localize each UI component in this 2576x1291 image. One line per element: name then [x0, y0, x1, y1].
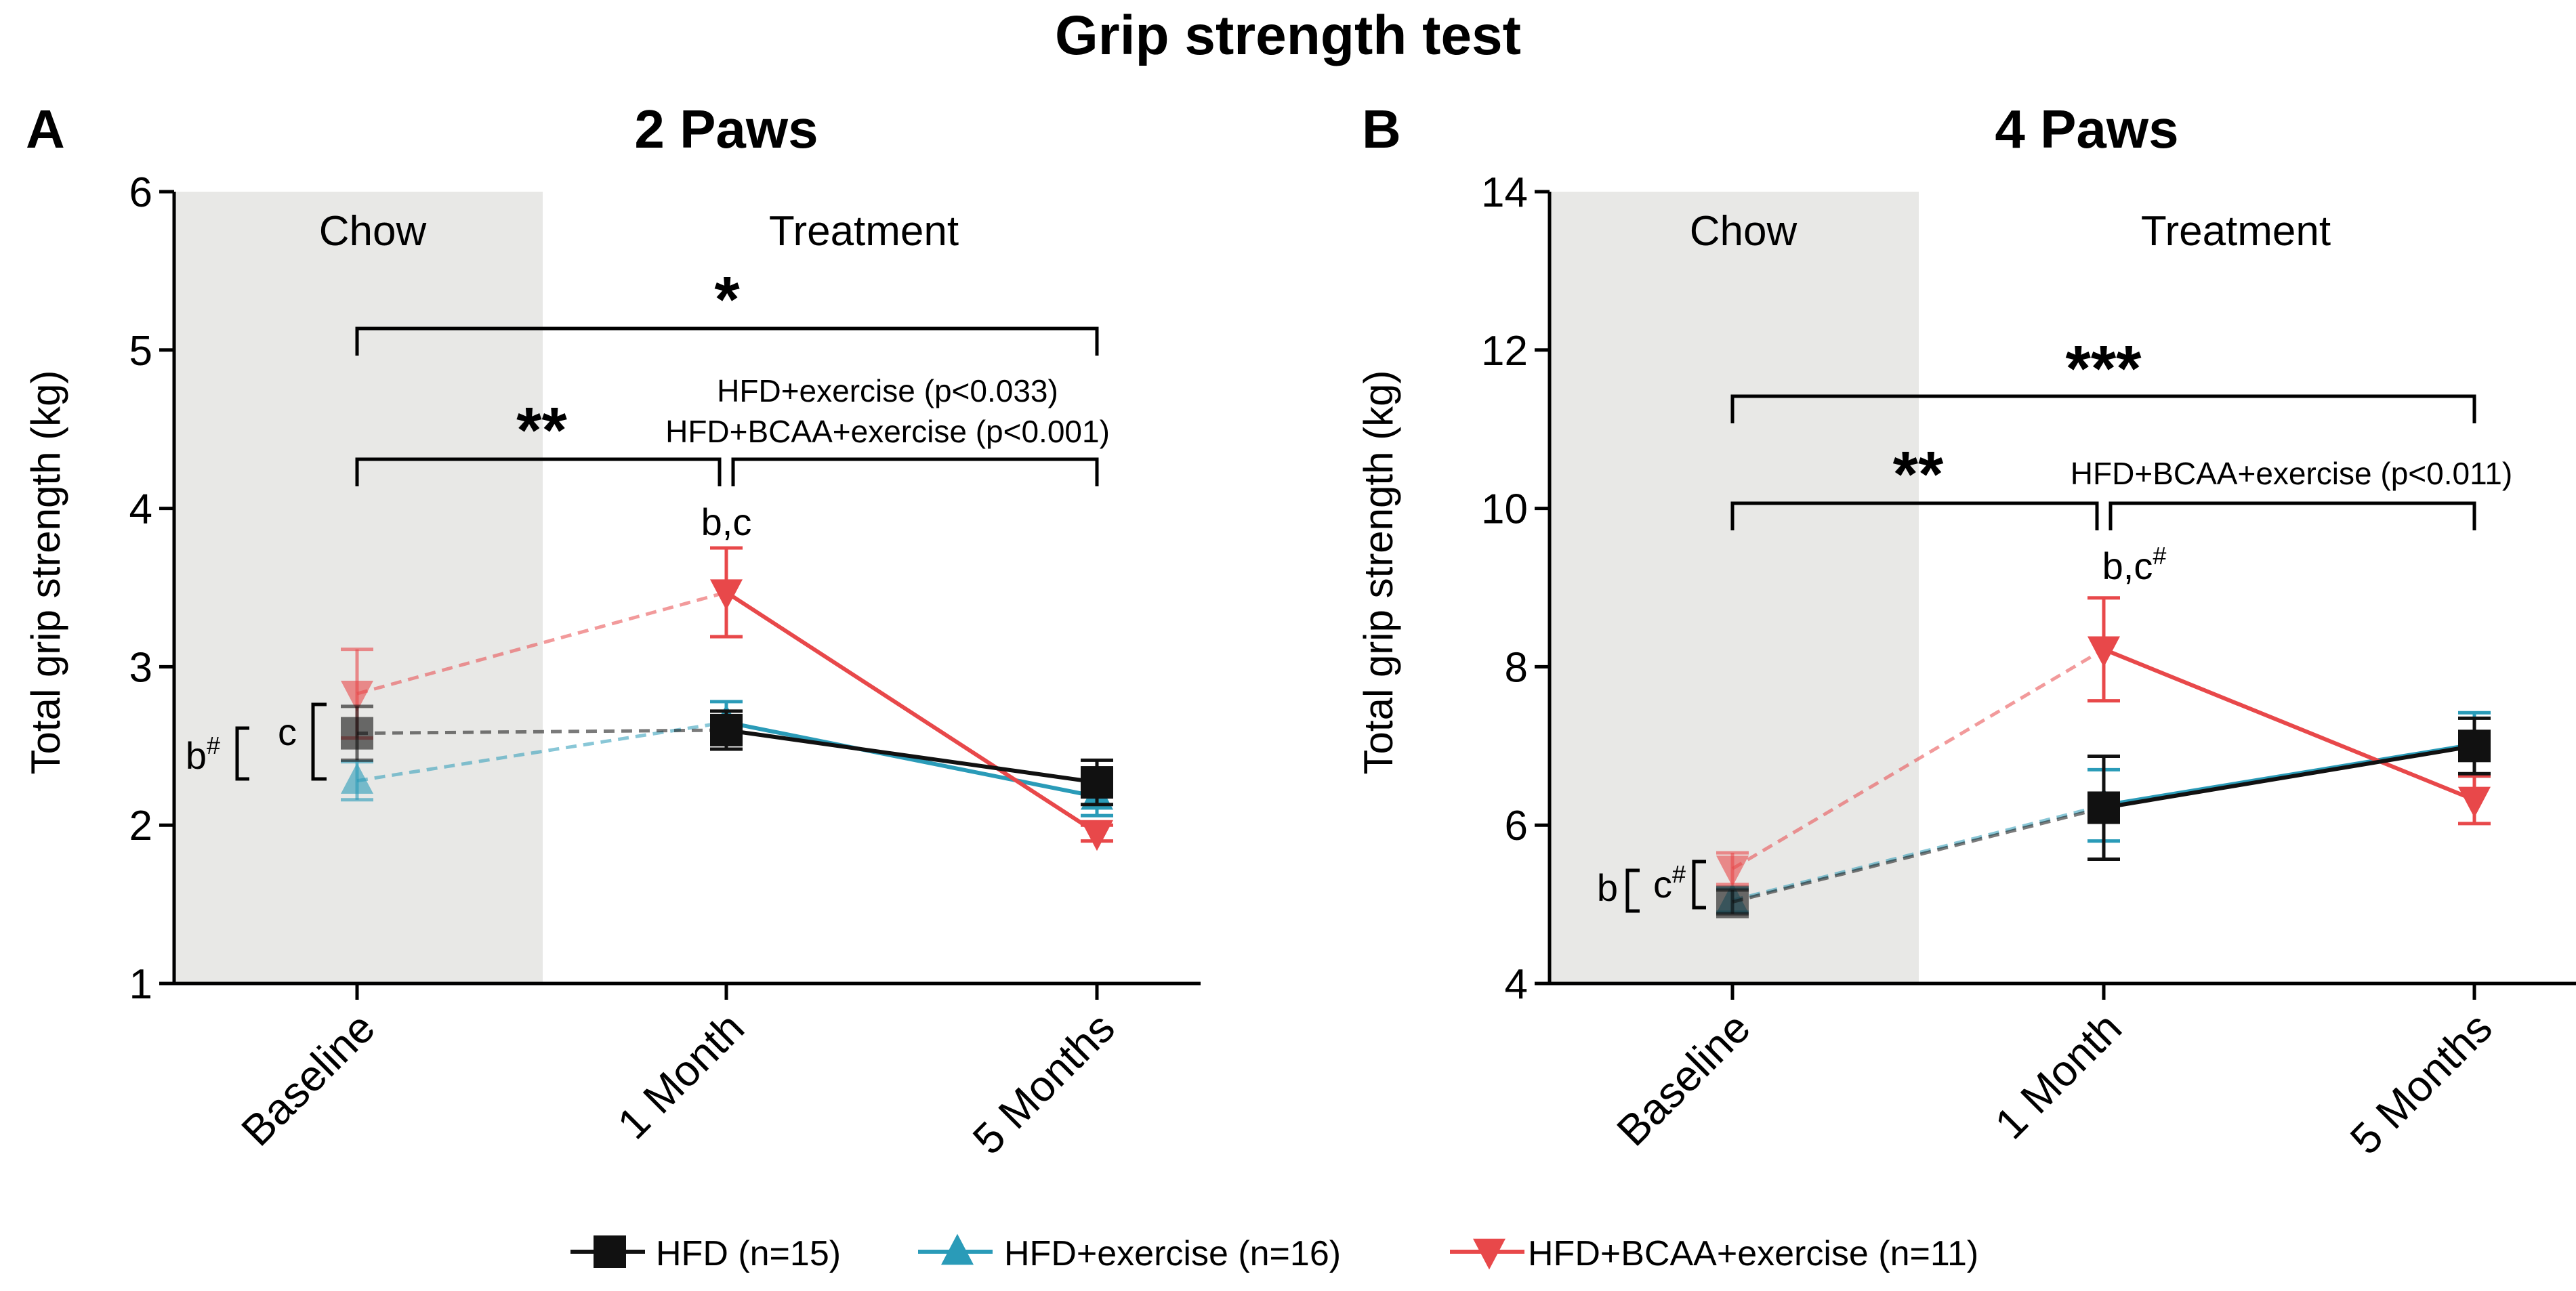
- legend-marker: [941, 1233, 974, 1265]
- legend-item: HFD (n=15): [570, 1234, 841, 1273]
- data-point-marker: [2458, 786, 2491, 818]
- x-tick-label: 5 Months: [2341, 1003, 2501, 1164]
- data-point-marker: [1716, 885, 1749, 918]
- panel-a-letter: A: [26, 99, 65, 159]
- y-tick-label: 10: [1481, 486, 1528, 533]
- series-line-dashed: [1732, 803, 2104, 902]
- data-point-marker: [710, 713, 743, 746]
- y-tick-label: 2: [129, 803, 152, 849]
- bracket-baseline-1month: [1730, 501, 2099, 530]
- x-tick-label: 1 Month: [1985, 1003, 2130, 1148]
- panel-b-title: 4 Paws: [1995, 99, 2178, 159]
- group-difference-letter: b: [1597, 866, 1618, 909]
- data-point-marker: [2087, 791, 2120, 824]
- significance-stars: ***: [2065, 333, 2142, 405]
- data-point-marker: [2458, 729, 2491, 763]
- legend-item: HFD+BCAA+exercise (n=11): [1450, 1234, 1978, 1273]
- panel-b-phase-chow: Chow: [1690, 208, 1798, 255]
- y-tick-label: 12: [1481, 328, 1528, 375]
- y-tick-label: 4: [129, 486, 152, 533]
- y-tick-label: 8: [1505, 644, 1528, 691]
- data-point-marker: [1081, 766, 1113, 799]
- series-line: [726, 727, 1098, 785]
- data-point-marker: [341, 763, 373, 794]
- panel-b-y-axis-label: Total grip strength (kg): [1356, 371, 1401, 775]
- bracket-baseline-5months: [1730, 394, 2476, 423]
- series-line: [2103, 744, 2475, 810]
- legend-label: HFD (n=15): [656, 1234, 841, 1273]
- x-tick-label: 1 Month: [608, 1003, 753, 1148]
- chart-legend: HFD (n=15) HFD+exercise (n=16) HFD+BCAA+ex…: [570, 1233, 1978, 1273]
- data-point-marker: [341, 680, 373, 712]
- baseline-bracket-b: [235, 726, 249, 781]
- significance-stars: *: [714, 263, 740, 336]
- baseline-bracket-b: [1625, 868, 1640, 913]
- y-tick-label: 3: [129, 644, 152, 691]
- significance-annotation: HFD+exercise (p<0.033): [717, 373, 1058, 408]
- series-line-dashed: [1731, 648, 2105, 870]
- data-point-marker: [2087, 636, 2120, 668]
- group-difference-letters: b,c#: [2102, 542, 2167, 587]
- series-line-dashed: [356, 720, 727, 783]
- data-point-marker: [1716, 855, 1749, 887]
- chow-phase-shading: [174, 192, 543, 983]
- panel-b-letter: B: [1362, 99, 1401, 159]
- data-point-marker: [710, 579, 743, 610]
- significance-stars: **: [516, 394, 567, 467]
- series-line: [725, 590, 1098, 835]
- data-point-marker: [341, 717, 373, 750]
- panel-b-chart: B 4 Paws Total grip strength (kg) Chow T…: [1356, 99, 2576, 1164]
- panel-a-chart: A 2 Paws Total grip strength (kg) Chow T…: [23, 99, 1201, 1164]
- panel-a-title: 2 Paws: [634, 99, 818, 159]
- significance-annotation: HFD+BCAA+exercise (p<0.011): [2071, 456, 2512, 491]
- y-tick-label: 14: [1481, 169, 1528, 216]
- series-line-dashed: [356, 591, 727, 696]
- x-tick-label: Baseline: [232, 1003, 384, 1156]
- bracket-baseline-5months: [355, 326, 1099, 356]
- y-tick-label: 6: [129, 169, 152, 216]
- bracket-1month-5months: [2108, 501, 2476, 530]
- bracket-baseline-1month: [355, 457, 722, 486]
- x-tick-label: 5 Months: [963, 1003, 1124, 1164]
- y-tick-label: 1: [129, 961, 152, 1008]
- legend-item: HFD+exercise (n=16): [918, 1233, 1341, 1273]
- group-difference-letter: c: [278, 711, 297, 753]
- series-line-dashed: [1732, 806, 2104, 904]
- data-point-marker: [1081, 820, 1113, 851]
- series-line: [726, 720, 1098, 799]
- y-tick-label: 4: [1505, 961, 1528, 1008]
- significance-stars: **: [1893, 438, 1944, 511]
- significance-annotation: HFD+BCAA+exercise (p<0.001): [665, 414, 1110, 449]
- legend-label: HFD+exercise (n=16): [1004, 1234, 1341, 1273]
- y-tick-label: 6: [1505, 803, 1528, 849]
- series-line-dashed: [356, 728, 727, 736]
- bracket-1month-5months: [731, 457, 1099, 486]
- series-line: [2102, 647, 2476, 802]
- baseline-bracket-c: [311, 702, 327, 781]
- panel-b-phase-treatment: Treatment: [2141, 208, 2331, 255]
- baseline-bracket-c: [1692, 860, 1706, 910]
- legend-marker: [1473, 1238, 1505, 1270]
- panel-a-phase-chow: Chow: [319, 208, 427, 255]
- figure-title: Grip strength test: [1055, 5, 1521, 66]
- legend-marker: [594, 1235, 626, 1268]
- x-tick-label: Baseline: [1607, 1003, 1760, 1156]
- group-difference-letters: b,c: [701, 501, 752, 543]
- panel-a-phase-treatment: Treatment: [769, 208, 959, 255]
- panel-a-y-axis-label: Total grip strength (kg): [23, 371, 68, 775]
- legend-label: HFD+BCAA+exercise (n=11): [1528, 1234, 1978, 1273]
- y-tick-label: 5: [129, 328, 152, 375]
